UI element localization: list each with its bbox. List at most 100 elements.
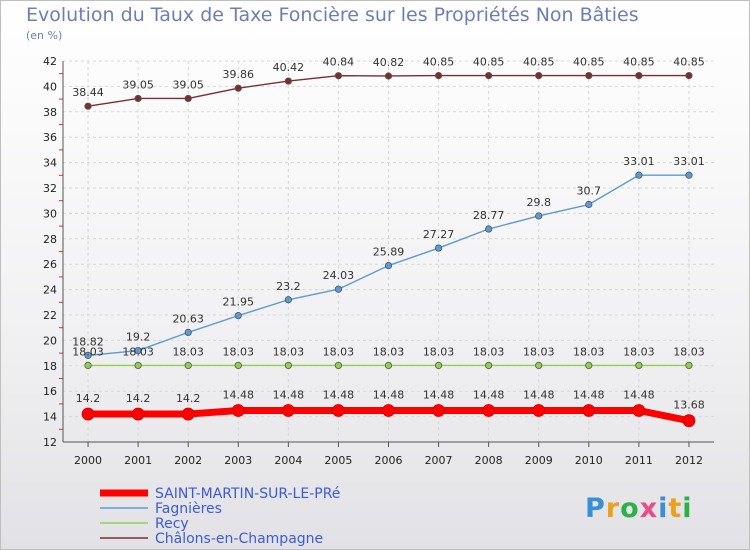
y-tick-label: 28 — [43, 233, 57, 246]
data-label: 18.03 — [423, 345, 455, 358]
legend: SAINT-MARTIN-SUR-LE-PRéFagnièresRecyChâl… — [100, 486, 340, 547]
data-label: 40.85 — [423, 56, 455, 69]
unit-label: (en %) — [26, 29, 62, 42]
data-label: 18.03 — [122, 345, 154, 358]
x-tick-label: 2004 — [274, 454, 302, 467]
data-label: 14.2 — [176, 392, 201, 405]
data-label: 33.01 — [623, 155, 655, 168]
x-tick-label: 2005 — [324, 454, 352, 467]
data-label: 40.85 — [523, 56, 555, 69]
data-label: 14.48 — [323, 389, 355, 402]
data-label: 18.03 — [323, 345, 355, 358]
data-point — [234, 312, 242, 320]
data-point — [485, 225, 493, 233]
data-point — [84, 351, 92, 359]
data-point — [585, 72, 593, 80]
y-tick-label: 26 — [43, 258, 57, 271]
data-label: 40.85 — [673, 56, 705, 69]
data-label: 18.03 — [172, 345, 204, 358]
data-label: 27.27 — [423, 228, 455, 241]
x-tick-label: 2009 — [525, 454, 553, 467]
x-tick-label: 2001 — [124, 454, 152, 467]
data-label: 40.85 — [473, 56, 505, 69]
series-lines — [81, 72, 696, 428]
data-point — [384, 361, 393, 370]
data-label: 20.63 — [172, 312, 204, 325]
data-label: 14.48 — [623, 389, 655, 402]
data-label: 25.89 — [373, 246, 405, 259]
y-tick-label: 22 — [43, 309, 57, 322]
data-label: 18.03 — [72, 345, 104, 358]
data-label: 14.48 — [373, 389, 405, 402]
data-point — [134, 346, 142, 355]
data-point — [131, 407, 145, 421]
data-label: 14.2 — [126, 392, 151, 405]
data-label: 21.95 — [223, 296, 255, 309]
data-label: 18.03 — [523, 345, 555, 358]
y-tick-label: 30 — [43, 207, 57, 220]
data-label: 40.85 — [573, 56, 605, 69]
data-point — [184, 94, 192, 103]
data-point — [682, 414, 696, 428]
data-point — [685, 361, 693, 370]
data-point — [434, 244, 443, 252]
data-point — [334, 361, 343, 370]
data-point — [434, 72, 443, 80]
data-point — [632, 404, 646, 417]
data-point — [334, 285, 343, 293]
data-point — [535, 72, 543, 80]
data-label: 23.2 — [276, 280, 301, 293]
data-label: 18.03 — [573, 345, 605, 358]
y-tick-label: 12 — [43, 436, 57, 449]
data-label: 14.48 — [523, 389, 555, 402]
x-tick-label: 2011 — [625, 454, 653, 467]
data-point — [332, 404, 345, 417]
y-tick-label: 36 — [43, 131, 57, 144]
data-label: 14.48 — [473, 389, 505, 402]
data-label: 14.48 — [273, 389, 305, 402]
data-labels: 14.2 14.2 14.2 14.48 14.48 14.48 14.48 14.48 14.… — [72, 56, 704, 412]
y-tick-label: 20 — [43, 334, 57, 347]
data-point — [535, 212, 543, 220]
axes: 12 14 16 18 20 22 24 26 28 30 32 34 36 38 40 42 2000 2001… — [43, 55, 714, 467]
data-point — [485, 361, 493, 370]
legend-label-0: SAINT-MARTIN-SUR-LE-PRé — [155, 486, 340, 502]
data-label: 14.48 — [573, 389, 605, 402]
legend-label-1: Fagnières — [155, 501, 222, 517]
data-point — [234, 84, 242, 92]
data-label: 13.68 — [673, 399, 705, 412]
data-point — [485, 72, 493, 80]
data-point — [84, 102, 92, 110]
x-tick-label: 2000 — [74, 454, 102, 467]
data-point — [334, 72, 343, 80]
data-label: 24.03 — [323, 269, 355, 282]
data-point — [284, 77, 292, 85]
data-point — [635, 72, 643, 80]
data-point — [81, 407, 95, 421]
data-point — [134, 361, 142, 370]
data-label: 40.82 — [373, 56, 405, 69]
data-label: 39.86 — [223, 68, 255, 81]
data-point — [181, 407, 195, 421]
data-point — [585, 361, 593, 370]
data-point — [434, 361, 443, 370]
x-tick-label: 2010 — [575, 454, 603, 467]
x-tick-label: 2008 — [475, 454, 503, 467]
data-point — [231, 404, 245, 417]
data-point — [84, 361, 92, 370]
logo-text: Proxiti — [585, 493, 693, 524]
y-tick-label: 32 — [43, 182, 57, 195]
data-point — [184, 328, 192, 336]
legend-label-3: Châlons-en-Champagne — [155, 531, 323, 547]
data-label: 14.48 — [423, 389, 455, 402]
data-point — [635, 171, 643, 179]
data-point — [685, 72, 693, 80]
data-point — [184, 361, 192, 370]
data-label: 18.03 — [273, 345, 305, 358]
y-tick-label: 16 — [43, 385, 57, 398]
data-point — [582, 404, 596, 417]
data-label: 29.8 — [526, 196, 551, 209]
data-point — [585, 200, 593, 209]
y-tick-label: 42 — [43, 55, 57, 68]
x-tick-label: 2007 — [425, 454, 453, 467]
